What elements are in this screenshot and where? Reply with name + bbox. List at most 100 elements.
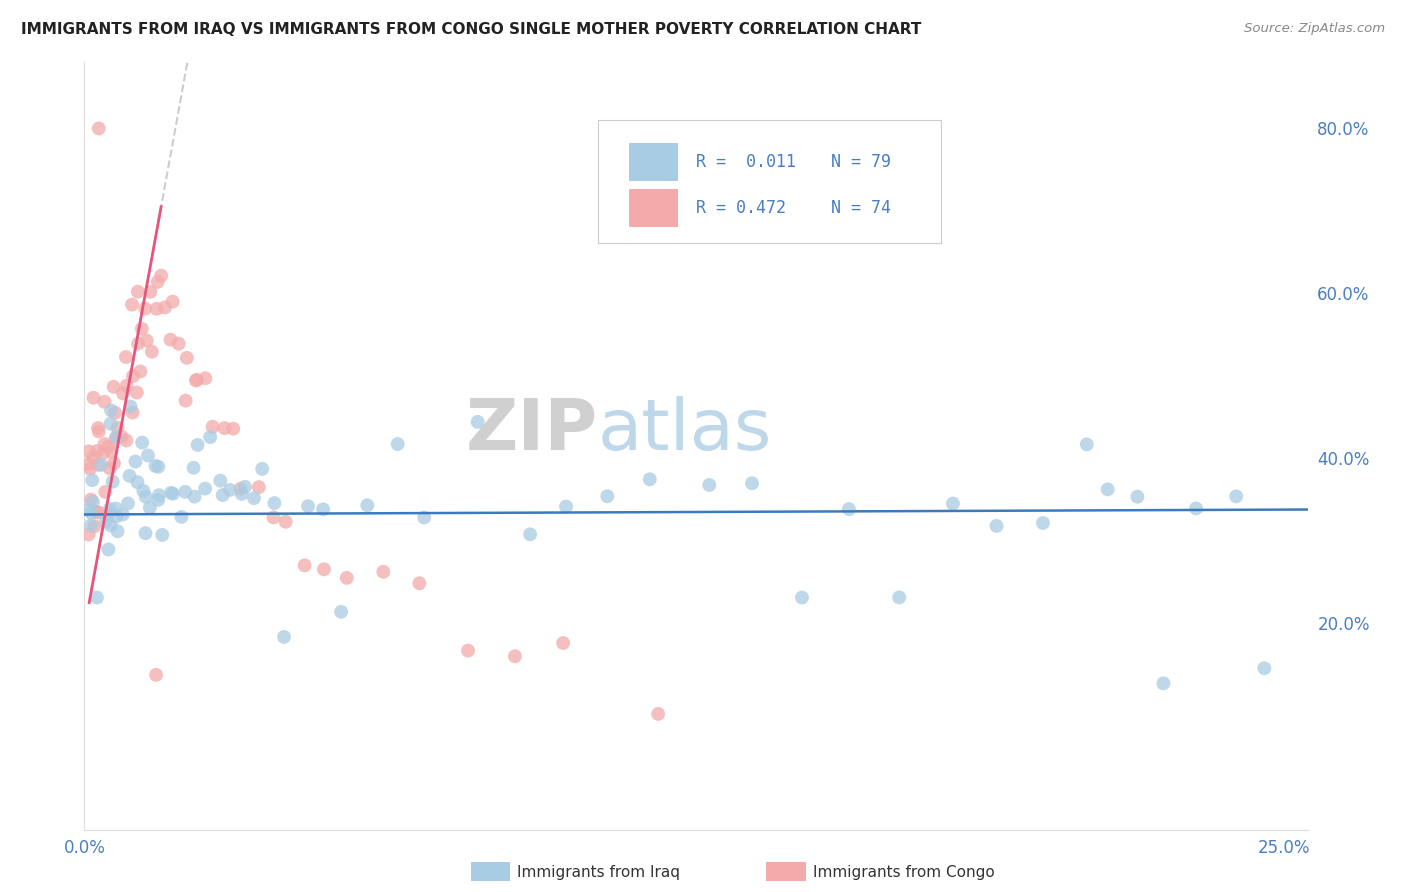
- Point: [647, 706, 669, 721]
- Point: [231, 487, 253, 501]
- Point: [697, 478, 720, 492]
- Text: Immigrants from Congo: Immigrants from Congo: [813, 865, 994, 880]
- Text: Source: ZipAtlas.com: Source: ZipAtlas.com: [1244, 22, 1385, 36]
- Point: [76, 503, 98, 517]
- Point: [117, 496, 139, 510]
- Point: [105, 430, 128, 444]
- Point: [122, 369, 145, 384]
- Text: R =  0.011: R = 0.011: [696, 153, 796, 171]
- Point: [93, 394, 115, 409]
- Point: [136, 449, 159, 463]
- Point: [94, 485, 117, 500]
- Point: [233, 480, 256, 494]
- Point: [100, 518, 122, 533]
- Point: [127, 475, 149, 490]
- Point: [1126, 490, 1149, 504]
- Point: [97, 542, 120, 557]
- Point: [98, 502, 121, 516]
- Point: [330, 605, 353, 619]
- Point: [134, 301, 156, 316]
- Point: [273, 630, 295, 644]
- Point: [201, 419, 224, 434]
- Point: [211, 488, 233, 502]
- Point: [986, 519, 1008, 533]
- Point: [186, 373, 208, 387]
- Point: [77, 457, 100, 471]
- Point: [150, 268, 173, 283]
- Point: [148, 492, 170, 507]
- Point: [146, 275, 169, 289]
- Point: [135, 490, 157, 504]
- Point: [219, 483, 242, 497]
- Point: [162, 486, 184, 500]
- Point: [104, 501, 127, 516]
- Point: [184, 374, 207, 388]
- Point: [139, 285, 162, 299]
- Point: [162, 294, 184, 309]
- Text: R = 0.472: R = 0.472: [696, 199, 786, 217]
- Point: [1152, 676, 1174, 690]
- Point: [553, 636, 575, 650]
- Point: [139, 500, 162, 515]
- Point: [247, 480, 270, 494]
- Point: [131, 435, 153, 450]
- Text: atlas: atlas: [598, 396, 772, 465]
- Point: [457, 643, 479, 657]
- Point: [194, 371, 217, 385]
- Point: [132, 483, 155, 498]
- Point: [80, 506, 103, 520]
- Text: IMMIGRANTS FROM IRAQ VS IMMIGRANTS FROM CONGO SINGLE MOTHER POVERTY CORRELATION : IMMIGRANTS FROM IRAQ VS IMMIGRANTS FROM …: [21, 22, 921, 37]
- Point: [160, 486, 183, 500]
- Point: [79, 461, 101, 475]
- Point: [1032, 516, 1054, 530]
- Point: [167, 336, 190, 351]
- Point: [198, 430, 221, 444]
- Point: [87, 425, 110, 439]
- Point: [209, 474, 232, 488]
- Point: [121, 406, 143, 420]
- Point: [103, 456, 125, 470]
- Point: [82, 494, 104, 508]
- Point: [159, 333, 181, 347]
- Point: [118, 469, 141, 483]
- Point: [596, 489, 619, 503]
- Point: [90, 458, 112, 472]
- Point: [942, 497, 965, 511]
- Point: [121, 297, 143, 311]
- Point: [83, 391, 105, 405]
- Point: [519, 527, 541, 541]
- Point: [263, 510, 285, 524]
- Point: [80, 518, 103, 533]
- Point: [94, 515, 117, 529]
- Point: [86, 591, 108, 605]
- Point: [104, 406, 127, 420]
- Point: [790, 591, 813, 605]
- Point: [115, 378, 138, 392]
- Point: [1225, 489, 1247, 503]
- Point: [336, 571, 359, 585]
- Point: [555, 500, 578, 514]
- Point: [294, 558, 316, 573]
- Point: [145, 301, 167, 316]
- Point: [141, 344, 163, 359]
- Point: [153, 301, 176, 315]
- Point: [297, 499, 319, 513]
- Point: [145, 458, 167, 473]
- Point: [183, 490, 205, 504]
- Point: [274, 515, 297, 529]
- Point: [148, 459, 170, 474]
- Point: [115, 434, 138, 448]
- Point: [131, 321, 153, 335]
- Point: [638, 472, 661, 486]
- Point: [408, 576, 430, 591]
- Point: [889, 591, 911, 605]
- Point: [87, 505, 110, 519]
- Point: [120, 400, 142, 414]
- Point: [229, 482, 252, 496]
- Point: [125, 385, 148, 400]
- Point: [93, 446, 115, 460]
- Point: [104, 432, 127, 446]
- Point: [312, 502, 335, 516]
- Point: [356, 498, 378, 512]
- Point: [1076, 437, 1098, 451]
